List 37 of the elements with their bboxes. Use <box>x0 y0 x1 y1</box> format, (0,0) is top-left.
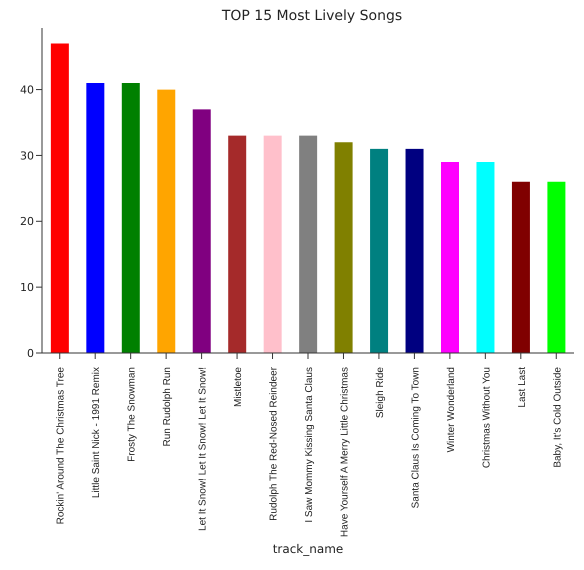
y-tick-label: 0 <box>27 346 34 360</box>
x-tick-label: Little Saint Nick - 1991 Remix <box>91 367 102 498</box>
bar <box>512 182 530 353</box>
x-axis-title: track_name <box>272 542 344 556</box>
x-tick-label: Have Yourself A Merry Little Christmas <box>339 367 350 538</box>
bar <box>122 82 140 353</box>
bar <box>406 148 424 353</box>
x-tick-label: Mistletoe <box>233 366 244 408</box>
y-tick-label: 30 <box>20 149 34 162</box>
x-tick-label: Santa Claus Is Coming To Town <box>410 367 422 508</box>
bar <box>547 182 566 353</box>
y-tick-label: 40 <box>20 83 34 96</box>
x-tick-label: I Saw Mommy Kissing Santa Claus <box>304 367 315 523</box>
bar <box>370 148 388 353</box>
bar <box>86 82 104 353</box>
y-tick-label: 20 <box>20 215 34 228</box>
bar <box>476 162 494 353</box>
x-tick-label: Let It Snow! Let It Snow! Let It Snow! <box>198 367 209 531</box>
bar <box>299 136 318 353</box>
x-tick-label: Rockin' Around The Christmas Tree <box>56 366 67 524</box>
x-tick-label: Run Rudolph Run <box>162 367 174 446</box>
x-tick-label: Frosty The Snowman <box>126 367 138 462</box>
y-tick-label: 10 <box>20 281 34 294</box>
chart-title: TOP 15 Most Lively Songs <box>220 8 404 26</box>
bar <box>264 136 282 353</box>
x-tick-label: Last Last <box>516 366 528 408</box>
x-tick-label: Winter Wonderland <box>446 367 457 452</box>
x-tick-label: Baby, It's Cold Outside <box>552 366 564 468</box>
bar <box>441 162 459 353</box>
bar <box>157 90 176 353</box>
x-tick-label: Sleigh Ride <box>374 366 386 418</box>
x-tick-label: Christmas Without You <box>481 367 492 468</box>
bar <box>334 142 353 353</box>
bar <box>228 136 246 353</box>
x-tick-label: Rudolph The Red-Nosed Reindeer <box>268 366 280 521</box>
bar <box>50 43 69 353</box>
bar <box>192 109 211 353</box>
